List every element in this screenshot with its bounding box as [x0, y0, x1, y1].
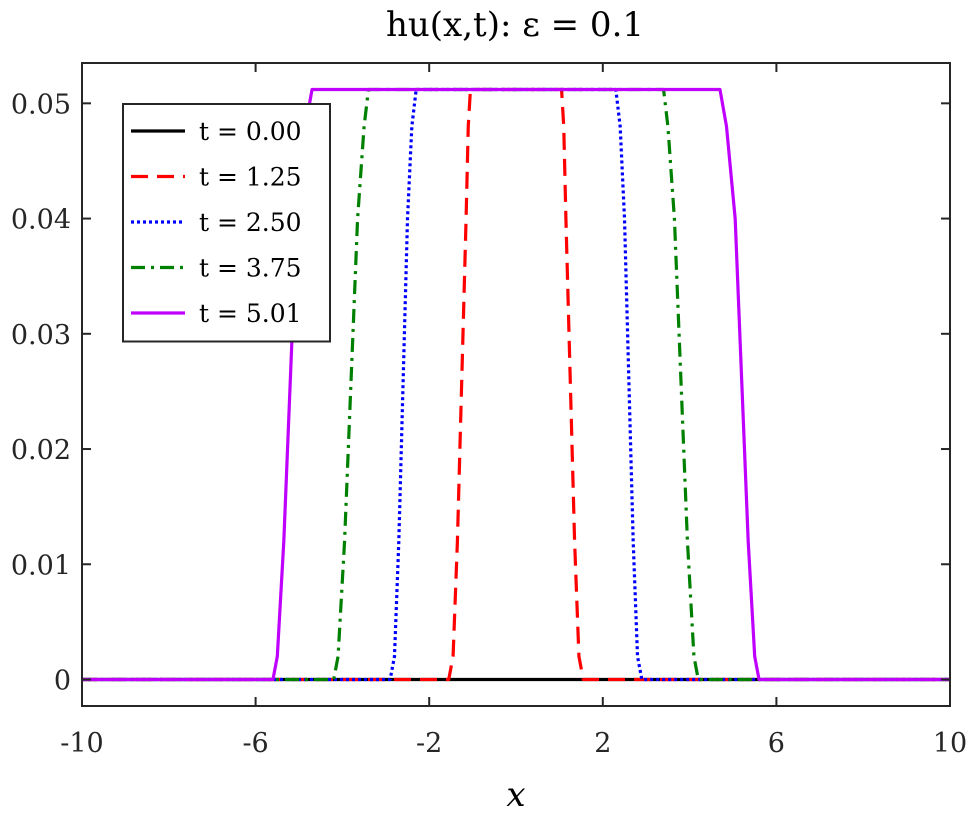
chart-title: hu(x,t): ε = 0.1	[386, 5, 644, 45]
x-axis-label: x	[506, 775, 525, 813]
legend: t = 0.00 t = 1.25 t = 2.50 t = 3.75 t = 5.01	[122, 103, 331, 343]
x-tick-label-3: 2	[594, 728, 611, 759]
y-tick-label-1: 0.01	[11, 550, 71, 581]
series-line-4	[82, 87, 950, 682]
axes: -10 -6 -2 2 6 10 0 0.01 0.02 0.03 0.04 0.05	[11, 62, 967, 759]
y-tick-label-0: 0	[54, 665, 71, 696]
legend-label-3: t = 3.75	[199, 254, 302, 283]
y-tick-label-2: 0.02	[11, 435, 71, 466]
y-tick-label-3: 0.03	[11, 320, 71, 351]
x-tick-label-5: 10	[933, 728, 967, 759]
x-tick-label-1: -6	[242, 728, 268, 759]
axes-box	[81, 62, 951, 707]
x-tick-label-0: -10	[60, 728, 103, 759]
y-tick-label-5: 0.05	[11, 89, 71, 120]
x-tick-label-4: 6	[768, 728, 785, 759]
x-tick-label-2: -2	[416, 728, 442, 759]
plot-area	[82, 87, 950, 682]
y-tick-label-4: 0.04	[11, 205, 71, 236]
legend-label-2: t = 2.50	[199, 208, 302, 237]
legend-label-1: t = 1.25	[199, 163, 302, 192]
legend-label-4: t = 5.01	[199, 299, 302, 328]
legend-label-0: t = 0.00	[199, 117, 302, 146]
